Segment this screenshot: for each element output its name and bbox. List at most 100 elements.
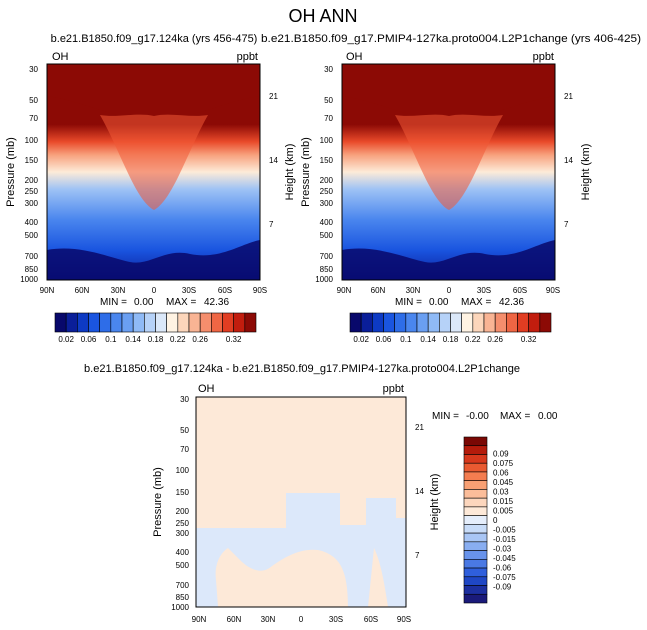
panel-2-y2label: Height (km): [580, 144, 592, 201]
colorbar-box: [463, 462, 488, 473]
colorbar-box: [539, 312, 552, 333]
panel-3-xticks: 90N 60N 30N 0 30S 60S 90S: [192, 615, 411, 624]
y2-tick: 7: [564, 220, 569, 229]
panel-2-bottom: [342, 240, 555, 280]
colorbar-box: [461, 312, 474, 333]
colorbar-label: 0.02: [353, 335, 369, 344]
colorbar-box: [199, 312, 212, 333]
y2-tick: 21: [564, 92, 573, 101]
y-tick: 200: [320, 176, 334, 185]
colorbar-box: [463, 497, 488, 508]
y-tick: 100: [320, 136, 334, 145]
panel-3-max-value: 0.00: [538, 411, 558, 422]
panel-1-bottom: [47, 240, 260, 280]
colorbar-box: [360, 312, 373, 333]
panel-3-frame: [195, 396, 407, 608]
colorbar-box: [54, 312, 67, 333]
y-tick: 500: [320, 231, 334, 240]
x-tick: 60N: [227, 615, 242, 624]
y-tick: 100: [25, 136, 39, 145]
y-tick: 70: [29, 114, 38, 123]
colorbar-box: [463, 524, 488, 534]
colorbar-box: [463, 559, 488, 569]
panel-1-frame: [46, 63, 261, 281]
colorbar-box: [463, 532, 488, 543]
colorbar-label: 0.18: [443, 335, 459, 344]
colorbar-label: 0.075: [493, 459, 514, 468]
colorbar-box: [483, 312, 496, 333]
colorbar-label: 0.1: [400, 335, 412, 344]
colorbar-box: [463, 489, 488, 499]
y-tick: 400: [176, 548, 190, 557]
colorbar-box: [439, 312, 451, 333]
colorbar-box: [506, 312, 518, 333]
y-tick: 200: [25, 176, 39, 185]
panel-2-frame: [341, 63, 556, 281]
x-tick: 60N: [371, 286, 386, 295]
colorbar-label: 0.005: [493, 507, 514, 516]
colorbar-box: [463, 515, 488, 525]
colorbar-box: [77, 312, 89, 333]
colorbar-label: -0.06: [493, 563, 512, 572]
y-tick: 150: [25, 156, 39, 165]
colorbar-box: [463, 445, 488, 455]
y2-tick: 14: [269, 156, 278, 165]
colorbar-box: [405, 312, 418, 333]
colorbar-label: 0.22: [170, 335, 186, 344]
y-tick: 50: [180, 426, 189, 435]
y2-tick: 7: [269, 220, 274, 229]
colorbar-box: [463, 576, 488, 586]
panel-1-y2label: Height (km): [284, 144, 296, 201]
x-tick: 90S: [397, 615, 411, 624]
panel-2-yticks: 30 50 70 100 150 200 250 300 400 500 700…: [315, 65, 333, 284]
colorbar-label: -0.03: [493, 544, 512, 553]
panel-2-min-label: MIN =: [395, 297, 422, 308]
x-tick: 60S: [364, 615, 378, 624]
y-tick: 850: [25, 265, 39, 274]
y-tick: 850: [320, 265, 334, 274]
x-tick: 30N: [406, 286, 421, 295]
panel-1-y2ticks: 21 14 7: [269, 92, 278, 229]
panel-1-min-value: 0.00: [134, 297, 154, 308]
y-tick: 700: [176, 581, 190, 590]
colorbar-box: [211, 312, 223, 333]
y-tick: 250: [25, 187, 39, 196]
panel-3-min-label: MIN =: [432, 411, 459, 422]
colorbar-label: 0.015: [493, 497, 514, 506]
panel-1: b.e21.B1850.f09_g17.124ka (yrs 456-475) …: [5, 33, 296, 344]
colorbar-label: -0.075: [493, 573, 516, 582]
y-tick: 700: [320, 252, 334, 261]
panel-2-max-label: MAX =: [461, 297, 491, 308]
colorbar-box: [427, 312, 440, 333]
colorbar-box: [463, 567, 488, 578]
colorbar-box: [463, 506, 488, 516]
y-tick: 400: [25, 218, 39, 227]
panel-1-colorbar-labels: 0.02 0.06 0.1 0.14 0.18 0.22 0.26 0.32: [58, 335, 242, 344]
x-tick: 30S: [182, 286, 196, 295]
colorbar-box: [463, 471, 488, 481]
colorbar-label: 0.32: [226, 335, 242, 344]
colorbar-label: 0.26: [487, 335, 503, 344]
colorbar-label: 0.06: [81, 335, 97, 344]
panel-3-y2ticks: 21 14 7: [415, 423, 424, 560]
panel-3-subtitle: b.e21.B1850.f09_g17.124ka - b.e21.B1850.…: [84, 363, 520, 375]
y-tick: 70: [324, 114, 333, 123]
colorbar-label: 0.02: [58, 335, 74, 344]
colorbar-label: -0.015: [493, 535, 516, 544]
panel-1-cap: [47, 64, 260, 119]
panel-3: b.e21.B1850.f09_g17.124ka - b.e21.B1850.…: [84, 363, 558, 624]
colorbar-label: 0.06: [493, 469, 509, 478]
y-tick: 150: [320, 156, 334, 165]
colorbar-label: 0.18: [148, 335, 164, 344]
panel-3-max-label: MAX =: [500, 411, 530, 422]
y-tick: 250: [320, 187, 334, 196]
colorbar-box: [383, 312, 395, 333]
panel-1-subtitle: b.e21.B1850.f09_g17.124ka (yrs 456-475): [51, 33, 258, 45]
panel-3-plot-area: [195, 396, 407, 608]
x-tick: 90S: [253, 286, 267, 295]
colorbar-box: [472, 312, 485, 333]
panel-1-yticks: 30 50 70 100 150 200 250 300 400 500 700…: [20, 65, 38, 284]
y2-tick: 14: [415, 487, 424, 496]
colorbar-label: 0: [493, 516, 498, 525]
